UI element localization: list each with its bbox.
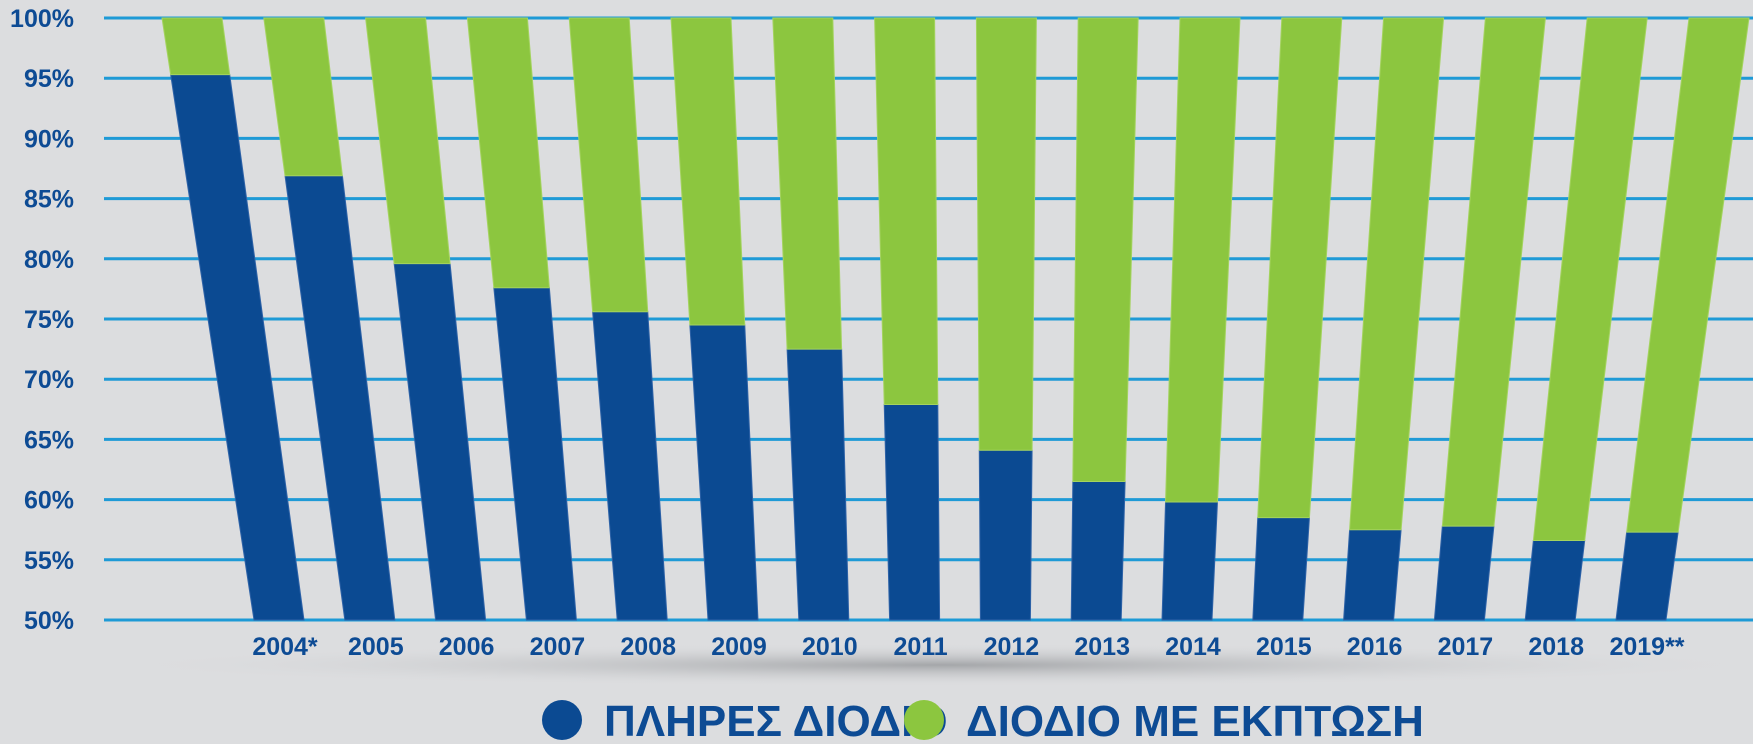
bar-discounted-toll xyxy=(1626,17,1750,533)
bar-discounted-toll xyxy=(1532,17,1648,542)
y-axis-tick-labels: 50% 55% 60% 65% 70% 75% 80% 85% 90% 95% 100% xyxy=(10,5,74,635)
bar-full-toll xyxy=(284,175,396,621)
bar-discounted-toll xyxy=(1257,17,1343,519)
bar-discounted-toll xyxy=(874,17,939,405)
x-tick-label: 2013 xyxy=(1074,633,1130,661)
bar-full-toll xyxy=(978,449,1033,621)
y-tick-label: 70% xyxy=(24,366,74,394)
bar-full-toll xyxy=(1070,481,1126,621)
y-tick-label: 75% xyxy=(24,306,74,334)
bar-full-toll xyxy=(689,324,759,621)
x-tick-label: 2018 xyxy=(1528,633,1584,661)
bar-full-toll xyxy=(1524,540,1586,621)
bar-discounted-toll xyxy=(1165,17,1241,503)
bar-discounted-toll xyxy=(365,17,451,265)
x-tick-label: 2012 xyxy=(984,633,1040,661)
bar-discounted-toll xyxy=(568,17,649,313)
legend-marker-full-toll xyxy=(542,700,582,740)
bar-full-toll xyxy=(1343,529,1402,621)
y-tick-label: 95% xyxy=(24,65,74,93)
x-tick-label: 2014 xyxy=(1165,633,1221,661)
legend-marker-discounted-toll xyxy=(904,700,944,740)
x-tick-label: 2008 xyxy=(620,633,676,661)
floor-shadow xyxy=(100,643,1753,687)
x-tick-label: 2010 xyxy=(802,633,858,661)
floor-shadow-ellipse xyxy=(100,643,1753,687)
y-tick-label: 65% xyxy=(24,426,74,454)
bar-discounted-toll xyxy=(1349,17,1445,531)
bar-full-toll xyxy=(1615,531,1679,621)
bar-discounted-toll xyxy=(772,17,843,350)
legend-label-discounted-toll: ΔΙΟΔΙΟ ΜΕ ΕΚΠΤΩΣΗ xyxy=(966,697,1424,744)
bar-discounted-toll xyxy=(466,17,550,289)
x-tick-label: 2015 xyxy=(1256,633,1312,661)
bar-full-toll xyxy=(393,263,487,621)
bar-full-toll xyxy=(1433,525,1495,621)
y-tick-label: 85% xyxy=(24,186,74,214)
bar-discounted-toll xyxy=(1072,17,1139,483)
x-tick-label: 2007 xyxy=(530,633,586,661)
legend-label-full-toll: ΠΛΗΡΕΣ ΔΙΟΔΙΟ xyxy=(604,697,948,744)
bar-full-toll xyxy=(883,403,941,621)
x-tick-label: 2019** xyxy=(1609,633,1684,661)
bar-full-toll xyxy=(493,287,577,621)
bar-full-toll xyxy=(786,348,850,621)
bars xyxy=(161,17,1750,621)
x-tick-label: 2009 xyxy=(711,633,767,661)
y-tick-label: 80% xyxy=(24,246,74,274)
y-tick-label: 50% xyxy=(24,607,74,635)
y-tick-label: 90% xyxy=(24,125,74,153)
x-tick-label: 2017 xyxy=(1438,633,1494,661)
x-tick-label: 2011 xyxy=(893,633,947,661)
bar-full-toll xyxy=(592,311,668,621)
y-tick-label: 100% xyxy=(10,5,74,33)
x-tick-label: 2005 xyxy=(348,633,404,661)
bar-discounted-toll xyxy=(670,17,746,326)
x-tick-label: 2004* xyxy=(252,633,318,661)
legend: ΠΛΗΡΕΣ ΔΙΟΔΙΟ ΔΙΟΔΙΟ ΜΕ ΕΚΠΤΩΣΗ xyxy=(542,697,1424,744)
x-tick-label: 2006 xyxy=(439,633,495,661)
bar-full-toll xyxy=(1161,501,1219,621)
x-axis-tick-labels: 2004* 2005 2006 2007 2008 2009 2010 2011 2012 201… xyxy=(252,633,1684,661)
bar-full-toll xyxy=(1252,517,1310,621)
y-tick-label: 60% xyxy=(24,487,74,515)
x-tick-label: 2016 xyxy=(1347,633,1403,661)
bar-discounted-toll xyxy=(975,17,1037,451)
bar-discounted-toll xyxy=(161,17,231,76)
bar-discounted-toll xyxy=(263,17,343,177)
y-tick-label: 55% xyxy=(24,547,74,575)
bar-discounted-toll xyxy=(1441,17,1546,527)
